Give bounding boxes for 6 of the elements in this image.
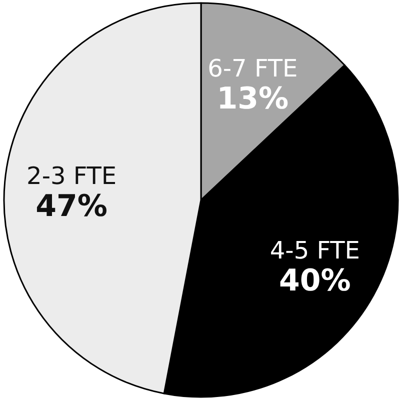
slice-label: 2-3 FTE	[26, 162, 117, 190]
data-label: 13%	[216, 82, 289, 117]
slice-label: 4-5 FTE	[270, 236, 360, 265]
data-label: 47%	[36, 188, 108, 224]
slice-label: 6-7 FTE	[208, 54, 298, 83]
data-label: 40%	[279, 264, 351, 299]
